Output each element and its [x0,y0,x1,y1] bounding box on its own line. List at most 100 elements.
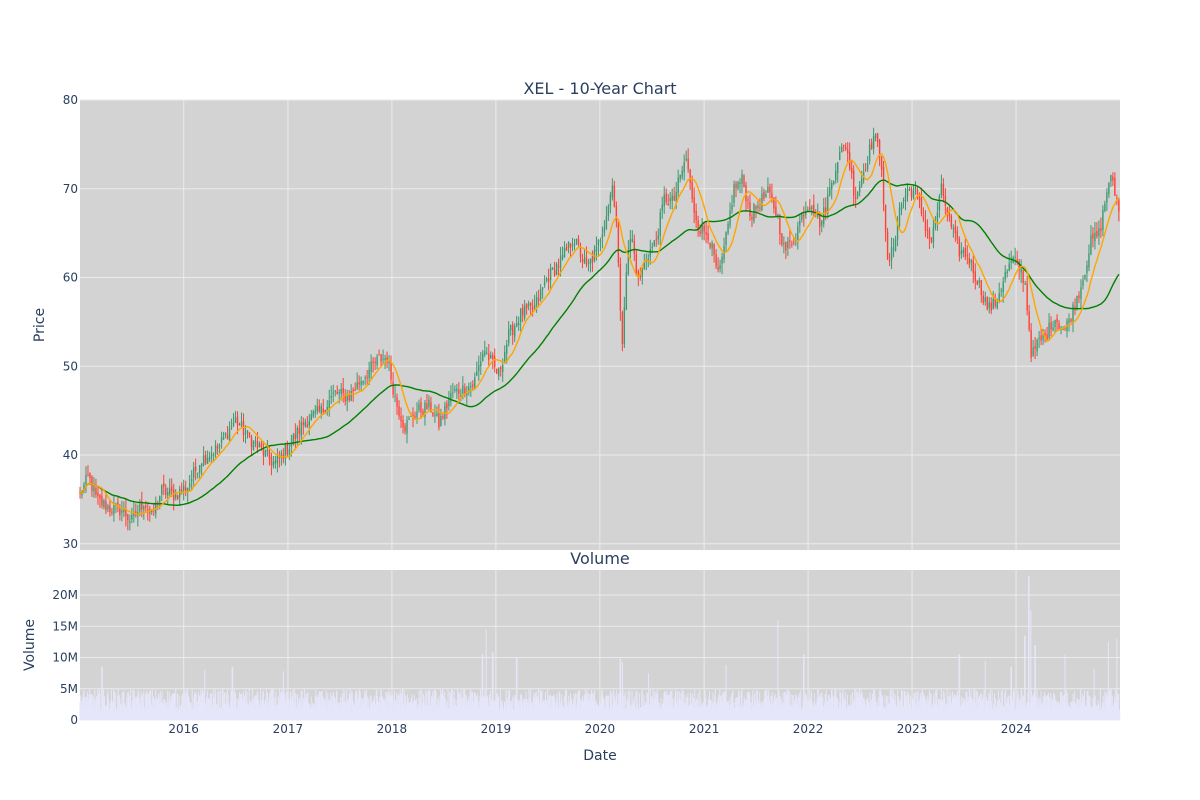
volume-bar [101,666,103,720]
candle-body [689,169,691,183]
volume-bar [920,710,922,720]
volume-bar [936,706,938,720]
volume-bar [757,699,759,720]
candle-body [539,289,542,300]
volume-bar [1093,668,1095,720]
volume-bar [922,688,924,720]
candle-body [663,194,665,206]
volume-bar [687,693,689,720]
volume-bar [496,693,498,720]
candle-body [735,183,737,189]
candle-body [866,163,869,169]
candle-body [446,403,448,409]
volume-bar [444,691,446,720]
volume-bar [781,708,783,720]
volume-bar [1090,705,1092,720]
volume-bar [319,691,321,720]
volume-bar [172,693,174,720]
volume-bar [867,702,869,720]
volume-bar [825,700,827,720]
candle-body [190,479,193,482]
volume-bar [91,694,93,720]
candle-body [749,202,751,217]
volume-bar [83,690,85,720]
volume-bar [1025,707,1027,720]
candle-body [839,151,841,161]
volume-bar [468,699,470,720]
candle-body [673,196,675,201]
volume-bar [122,692,124,720]
volume-bar [465,694,467,720]
volume-bar [543,700,545,720]
candle-body [717,267,719,270]
candle-body [376,356,378,366]
volume-bar [379,696,381,720]
candle-body [960,250,963,255]
volume-bar [703,709,705,720]
volume-bar [803,654,805,720]
volume-bar [79,702,81,720]
volume-bar [783,702,785,720]
volume-bar [154,698,156,720]
volume-bar [609,690,611,720]
volume-bar [674,691,676,720]
volume-bar [944,709,946,720]
volume-bar [488,707,490,720]
candle-body [208,456,211,460]
volume-bar [231,690,233,720]
volume-bar [303,704,305,720]
candle-body [551,267,554,270]
volume-bar [93,709,95,720]
candle-body [462,385,464,394]
volume-bar [929,692,931,720]
volume-bar [534,698,536,720]
volume-bar [175,708,177,720]
volume-bar [841,709,843,720]
volume-bar [1107,641,1109,720]
volume-bar [105,705,107,720]
volume-bar [879,705,881,720]
volume-bar [481,696,483,720]
volume-bar [650,706,652,720]
volume-bar [233,689,235,720]
volume-bar [445,699,447,720]
volume-bar [139,703,141,720]
volume-bar [538,688,540,720]
volume-bar [275,691,277,720]
candle-body [631,239,634,242]
volume-bar [444,699,446,720]
volume-bar [121,692,123,720]
volume-bar [949,691,951,720]
candle-body [950,215,953,227]
volume-bar [313,703,315,720]
volume-bar [379,710,381,720]
volume-bar [611,705,613,720]
volume-bar [234,699,236,720]
volume-bar [89,688,91,720]
volume-bar [666,690,668,720]
volume-bar [295,708,297,720]
volume-bar [421,690,423,720]
volume-bar [407,698,409,720]
candle-body [799,220,801,226]
candlestick-series [79,127,1120,531]
volume-bar [521,704,523,720]
candle-body [127,513,129,521]
volume-bar [324,700,326,720]
volume-bar [1008,705,1010,720]
volume-bar [1072,693,1074,720]
volume-bar [462,689,464,720]
volume-bar [879,688,881,720]
candle-body [502,365,504,373]
candle-body [81,493,83,496]
volume-bar [529,698,531,720]
volume-bar [150,689,152,720]
volume-bar [552,699,554,720]
candle-body [964,248,967,258]
volume-bar [833,708,835,720]
volume-bar [1010,666,1012,720]
volume-bar [114,701,116,720]
volume-bar [351,692,353,720]
volume-bar [177,709,179,720]
volume-bar [666,694,668,720]
